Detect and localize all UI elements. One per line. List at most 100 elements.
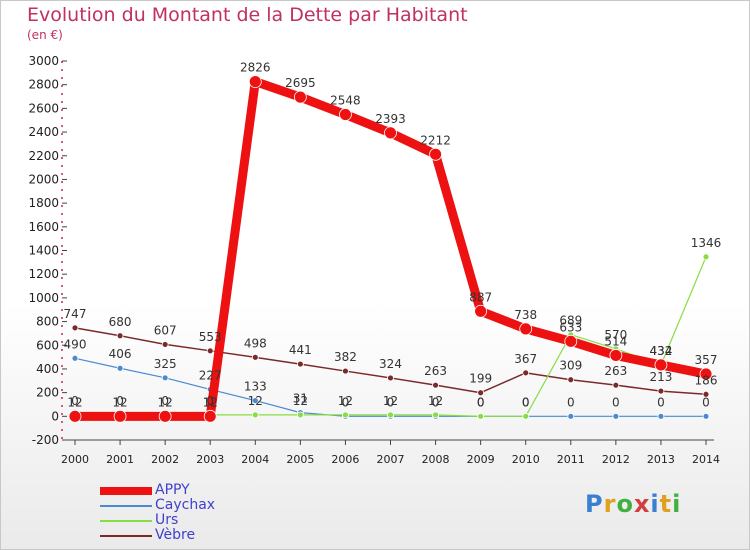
legend-label-caychax: Caychax	[155, 497, 216, 513]
data-point-appy	[68, 409, 82, 423]
y-tick-label: 2000	[28, 172, 59, 186]
data-label-appy: 887	[469, 290, 492, 304]
data-label-appy: 12	[158, 395, 173, 409]
data-point-vebre	[477, 389, 485, 397]
data-point-vebre	[296, 360, 304, 368]
data-label-appy: 2826	[240, 61, 271, 75]
data-label-caychax: 31	[293, 392, 308, 406]
data-point-caychax	[567, 412, 575, 420]
x-tick-label: 2008	[422, 453, 450, 466]
x-tick-label: 2004	[241, 453, 269, 466]
data-point-vebre	[161, 341, 169, 348]
data-label-urs: 1346	[691, 236, 722, 250]
data-point-appy	[609, 349, 623, 362]
data-label-urs: 12	[383, 394, 398, 408]
data-point-appy	[158, 409, 172, 423]
data-label-urs: 570	[604, 328, 627, 342]
data-label-vebre: 213	[649, 370, 672, 384]
logo-letter: P	[585, 490, 604, 518]
legend-label-appy: APPY	[155, 482, 190, 498]
data-point-urs	[387, 411, 394, 419]
x-tick-label: 2012	[602, 453, 630, 466]
data-label-urs: 0	[522, 395, 530, 409]
data-label-urs: 0	[477, 395, 485, 409]
data-label-vebre: 553	[199, 330, 222, 344]
data-label-appy: 2393	[375, 112, 406, 126]
y-tick-label: 2800	[28, 78, 59, 92]
data-point-urs	[342, 411, 349, 419]
data-point-caychax	[71, 354, 79, 362]
data-point-appy	[519, 322, 533, 336]
data-label-vebre: 382	[334, 350, 357, 364]
data-point-urs	[477, 412, 485, 420]
data-label-caychax: 0	[567, 395, 575, 409]
y-tick-label: 2200	[28, 149, 59, 163]
data-point-vebre	[612, 381, 620, 389]
data-label-caychax: 0	[387, 395, 395, 409]
x-tick-label: 2009	[467, 453, 495, 466]
data-label-vebre: 324	[379, 357, 402, 371]
x-tick-label: 2014	[692, 453, 720, 466]
data-label-caychax: 0	[342, 395, 350, 409]
data-label-urs: 12	[338, 394, 353, 408]
y-tick-label: 200	[36, 386, 59, 400]
data-point-caychax	[161, 374, 169, 382]
y-tick-label: 2600	[28, 101, 59, 115]
data-point-vebre	[567, 376, 575, 384]
data-point-appy	[699, 367, 713, 381]
logo-letter: i	[672, 490, 682, 518]
data-label-urs: 12	[293, 394, 308, 408]
data-label-urs: 0	[116, 394, 124, 408]
x-tick-label: 2005	[286, 453, 314, 466]
logo-letter: o	[616, 490, 634, 518]
data-label-caychax: 325	[154, 357, 177, 371]
data-point-appy	[474, 304, 488, 318]
data-point-appy	[339, 108, 352, 121]
data-point-caychax	[116, 364, 124, 372]
data-label-vebre: 607	[154, 323, 177, 337]
data-label-appy: 357	[695, 353, 718, 367]
x-tick-label: 2001	[106, 453, 134, 466]
data-point-caychax	[702, 412, 710, 420]
y-tick-label: 2400	[28, 125, 59, 139]
data-label-appy: 434	[649, 344, 672, 358]
data-label-vebre: 680	[109, 315, 132, 329]
data-label-appy: 514	[604, 334, 627, 348]
data-label-urs: 432	[649, 344, 672, 358]
data-label-appy: 2695	[285, 76, 316, 90]
data-label-caychax: 0	[657, 395, 665, 409]
x-tick-label: 2010	[512, 453, 540, 466]
data-label-urs: 689	[559, 314, 582, 328]
logo-letter: t	[659, 490, 673, 518]
data-label-caychax: 0	[702, 395, 710, 409]
data-point-urs	[432, 411, 439, 419]
data-point-urs	[251, 411, 259, 419]
legend-swatch-appy	[100, 487, 152, 495]
y-tick-label: 1800	[28, 196, 59, 210]
data-label-caychax: 0	[612, 395, 620, 409]
data-label-caychax: 227	[199, 368, 222, 382]
data-point-caychax	[657, 412, 665, 420]
x-tick-label: 2002	[151, 453, 179, 466]
data-label-urs: 0	[71, 394, 79, 408]
data-label-vebre: 263	[604, 364, 627, 378]
data-point-vebre	[342, 367, 349, 375]
data-label-urs: 12	[428, 394, 443, 408]
data-label-vebre: 199	[469, 372, 492, 386]
x-tick-label: 2007	[377, 453, 405, 466]
data-point-vebre	[71, 324, 79, 332]
data-point-appy	[203, 409, 217, 423]
data-label-vebre: 263	[424, 364, 447, 378]
logo-letter: r	[603, 490, 617, 518]
data-label-urs: 0	[206, 394, 214, 408]
legend-swatch-caychax	[100, 505, 152, 507]
data-label-urs: 12	[248, 394, 263, 408]
data-label-caychax: 0	[522, 395, 530, 409]
data-point-urs	[296, 411, 304, 419]
logo-letter: i	[650, 490, 660, 518]
data-point-appy	[293, 90, 307, 104]
data-label-appy: 12	[203, 395, 218, 409]
data-label-caychax: 0	[477, 395, 485, 409]
